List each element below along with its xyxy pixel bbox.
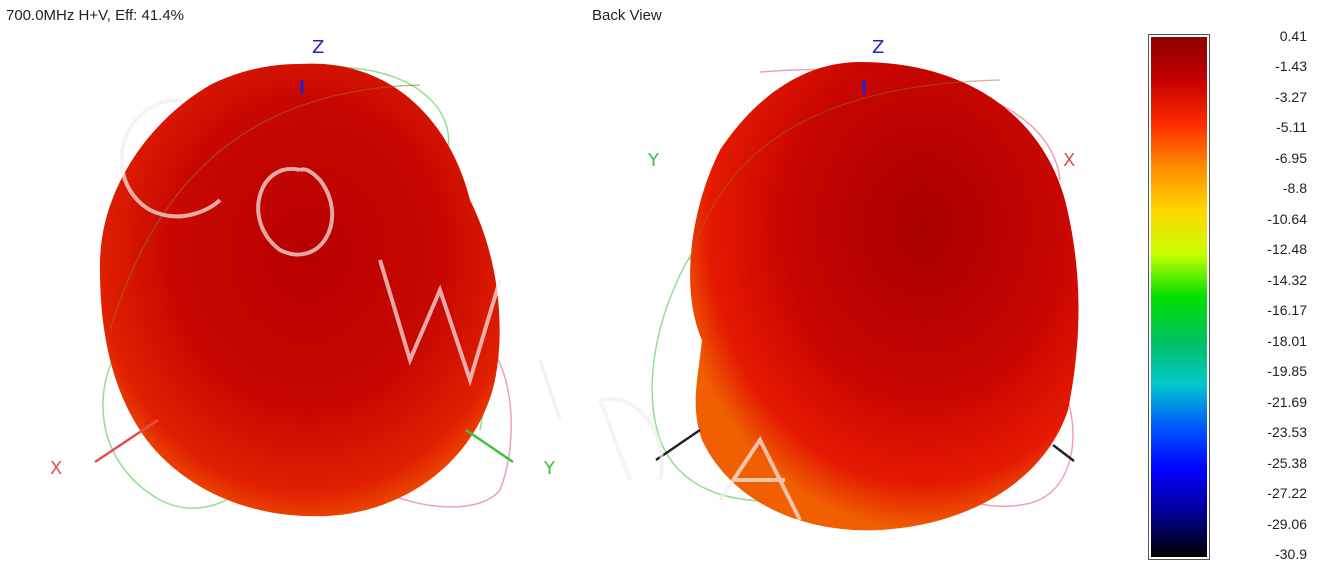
colorbar-tick-label: -16.17: [1267, 302, 1307, 319]
colorbar-tick-label: -27.22: [1267, 485, 1307, 502]
left-3d-view[interactable]: Z X Y: [50, 37, 556, 517]
x-axis-right: [1052, 444, 1075, 462]
colorbar-tick-label: -21.69: [1267, 393, 1307, 410]
colorbar-tick-label: -19.85: [1267, 363, 1307, 380]
axis-label-x-right: X: [1063, 150, 1075, 171]
axis-label-x-left: X: [50, 458, 62, 479]
right-3d-view[interactable]: Z Y X: [647, 37, 1079, 531]
colorbar-tick-label: -10.64: [1267, 210, 1307, 227]
axis-label-y-left: Y: [543, 458, 556, 479]
axis-label-y-right: Y: [647, 150, 660, 171]
plot-title: 700.0MHz H+V, Eff: 41.4%: [6, 7, 185, 24]
y-axis-left: [465, 428, 514, 464]
colorbar-tick-label: -23.53: [1267, 424, 1307, 441]
colorbar-tick-label: -18.01: [1267, 332, 1307, 349]
colorbar-tick-label: -1.43: [1275, 58, 1307, 75]
colorbar-tick-label: -14.32: [1267, 271, 1307, 288]
colorbar-tick-label: -5.11: [1276, 119, 1307, 136]
colorbar-tick-label: -25.38: [1267, 454, 1307, 471]
colorbar: [1148, 34, 1210, 560]
colorbar-tick-label: -6.95: [1275, 149, 1307, 166]
pattern-surface-left: [99, 63, 500, 517]
colorbar-tick-label: -12.48: [1267, 241, 1307, 258]
axis-label-z-right: Z: [872, 37, 884, 58]
colorbar-tick-label: -8.8: [1282, 180, 1307, 197]
colorbar-tick-label: 0.41: [1279, 28, 1307, 44]
x-axis-left: [94, 418, 159, 464]
radiation-pattern-views[interactable]: Z X Y Z Y X: [0, 0, 1140, 572]
pattern-arc-right: [689, 79, 1001, 261]
colorbar-tick-label: -29.06: [1267, 515, 1307, 532]
view-title: Back View: [592, 7, 662, 24]
colorbar-tick-label: -3.27: [1275, 88, 1307, 105]
axis-label-z-left: Z: [312, 37, 324, 58]
pattern-surface-right: [690, 62, 1079, 531]
colorbar-gradient: [1151, 37, 1207, 557]
colorbar-tick-label: -30.9: [1275, 546, 1307, 562]
